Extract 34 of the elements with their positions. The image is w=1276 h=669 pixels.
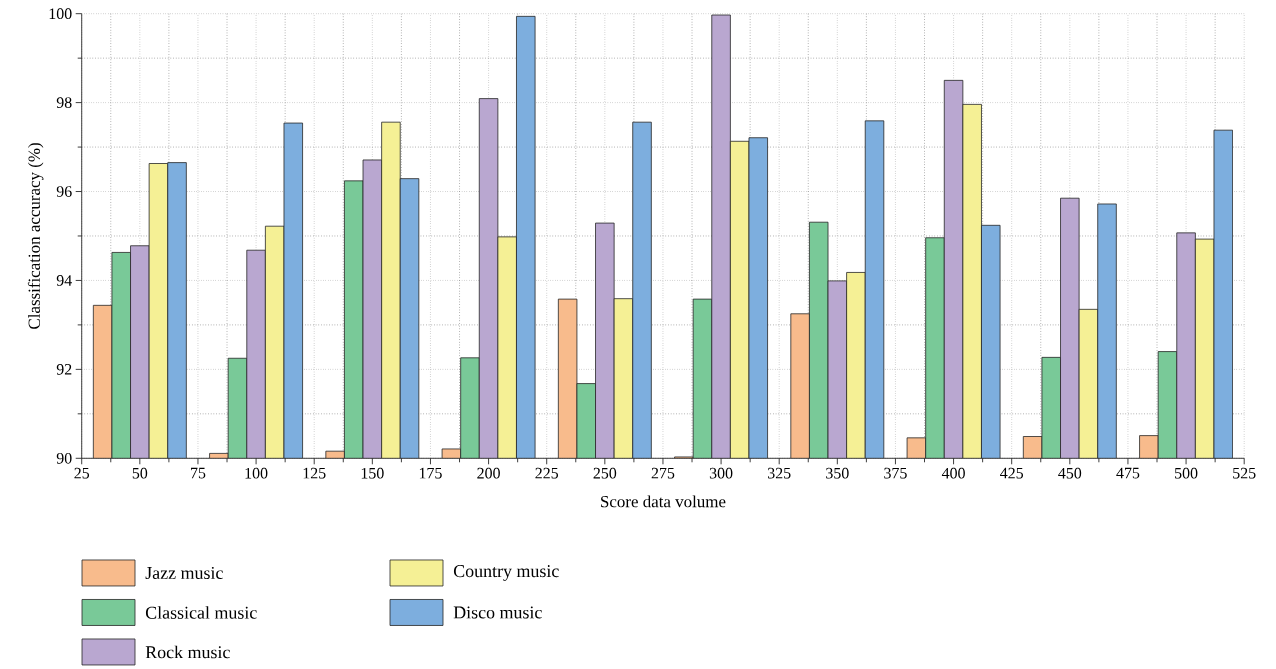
x-tick-label: 125 — [303, 467, 326, 479]
legend-label: Disco music — [453, 606, 542, 619]
x-tick-label: 150 — [361, 467, 384, 479]
x-tick-label: 75 — [191, 467, 206, 479]
x-tick-label: 525 — [1233, 467, 1256, 479]
y-tick-label: 90 — [56, 452, 72, 464]
legend-label: Rock music — [145, 645, 230, 659]
x-tick-label: 400 — [941, 467, 965, 479]
y-tick-label: 94 — [56, 275, 72, 286]
x-tick-label: 475 — [1116, 467, 1140, 479]
legend-label: Country music — [453, 565, 559, 581]
y-tick-label: 96 — [56, 186, 72, 197]
y-axis-title: Classification accuracy (%) — [27, 143, 44, 329]
x-tick-label: 375 — [884, 467, 907, 479]
y-tick-label: 98 — [56, 97, 72, 108]
x-tick-label: 350 — [826, 467, 849, 479]
x-tick-label: 300 — [709, 467, 733, 479]
x-axis-title: Score data volume — [601, 495, 726, 508]
x-tick-label: 325 — [768, 467, 791, 479]
x-tick-label: 25 — [74, 467, 90, 479]
legend-label: Classical music — [145, 606, 257, 619]
x-tick-label: 200 — [477, 467, 500, 479]
x-tick-label: 175 — [419, 467, 442, 479]
x-tick-label: 450 — [1058, 467, 1082, 479]
x-tick-label: 50 — [132, 467, 148, 479]
x-tick-label: 225 — [535, 467, 559, 479]
x-tick-label: 100 — [245, 467, 268, 479]
y-tick-label: 100 — [49, 8, 72, 20]
x-tick-label: 425 — [1000, 467, 1024, 479]
x-tick-label: 275 — [651, 467, 675, 479]
y-tick-label: 92 — [56, 364, 72, 375]
x-tick-label: 500 — [1175, 467, 1198, 479]
x-tick-label: 250 — [593, 467, 617, 479]
legend-label: Jazz music — [145, 566, 223, 580]
